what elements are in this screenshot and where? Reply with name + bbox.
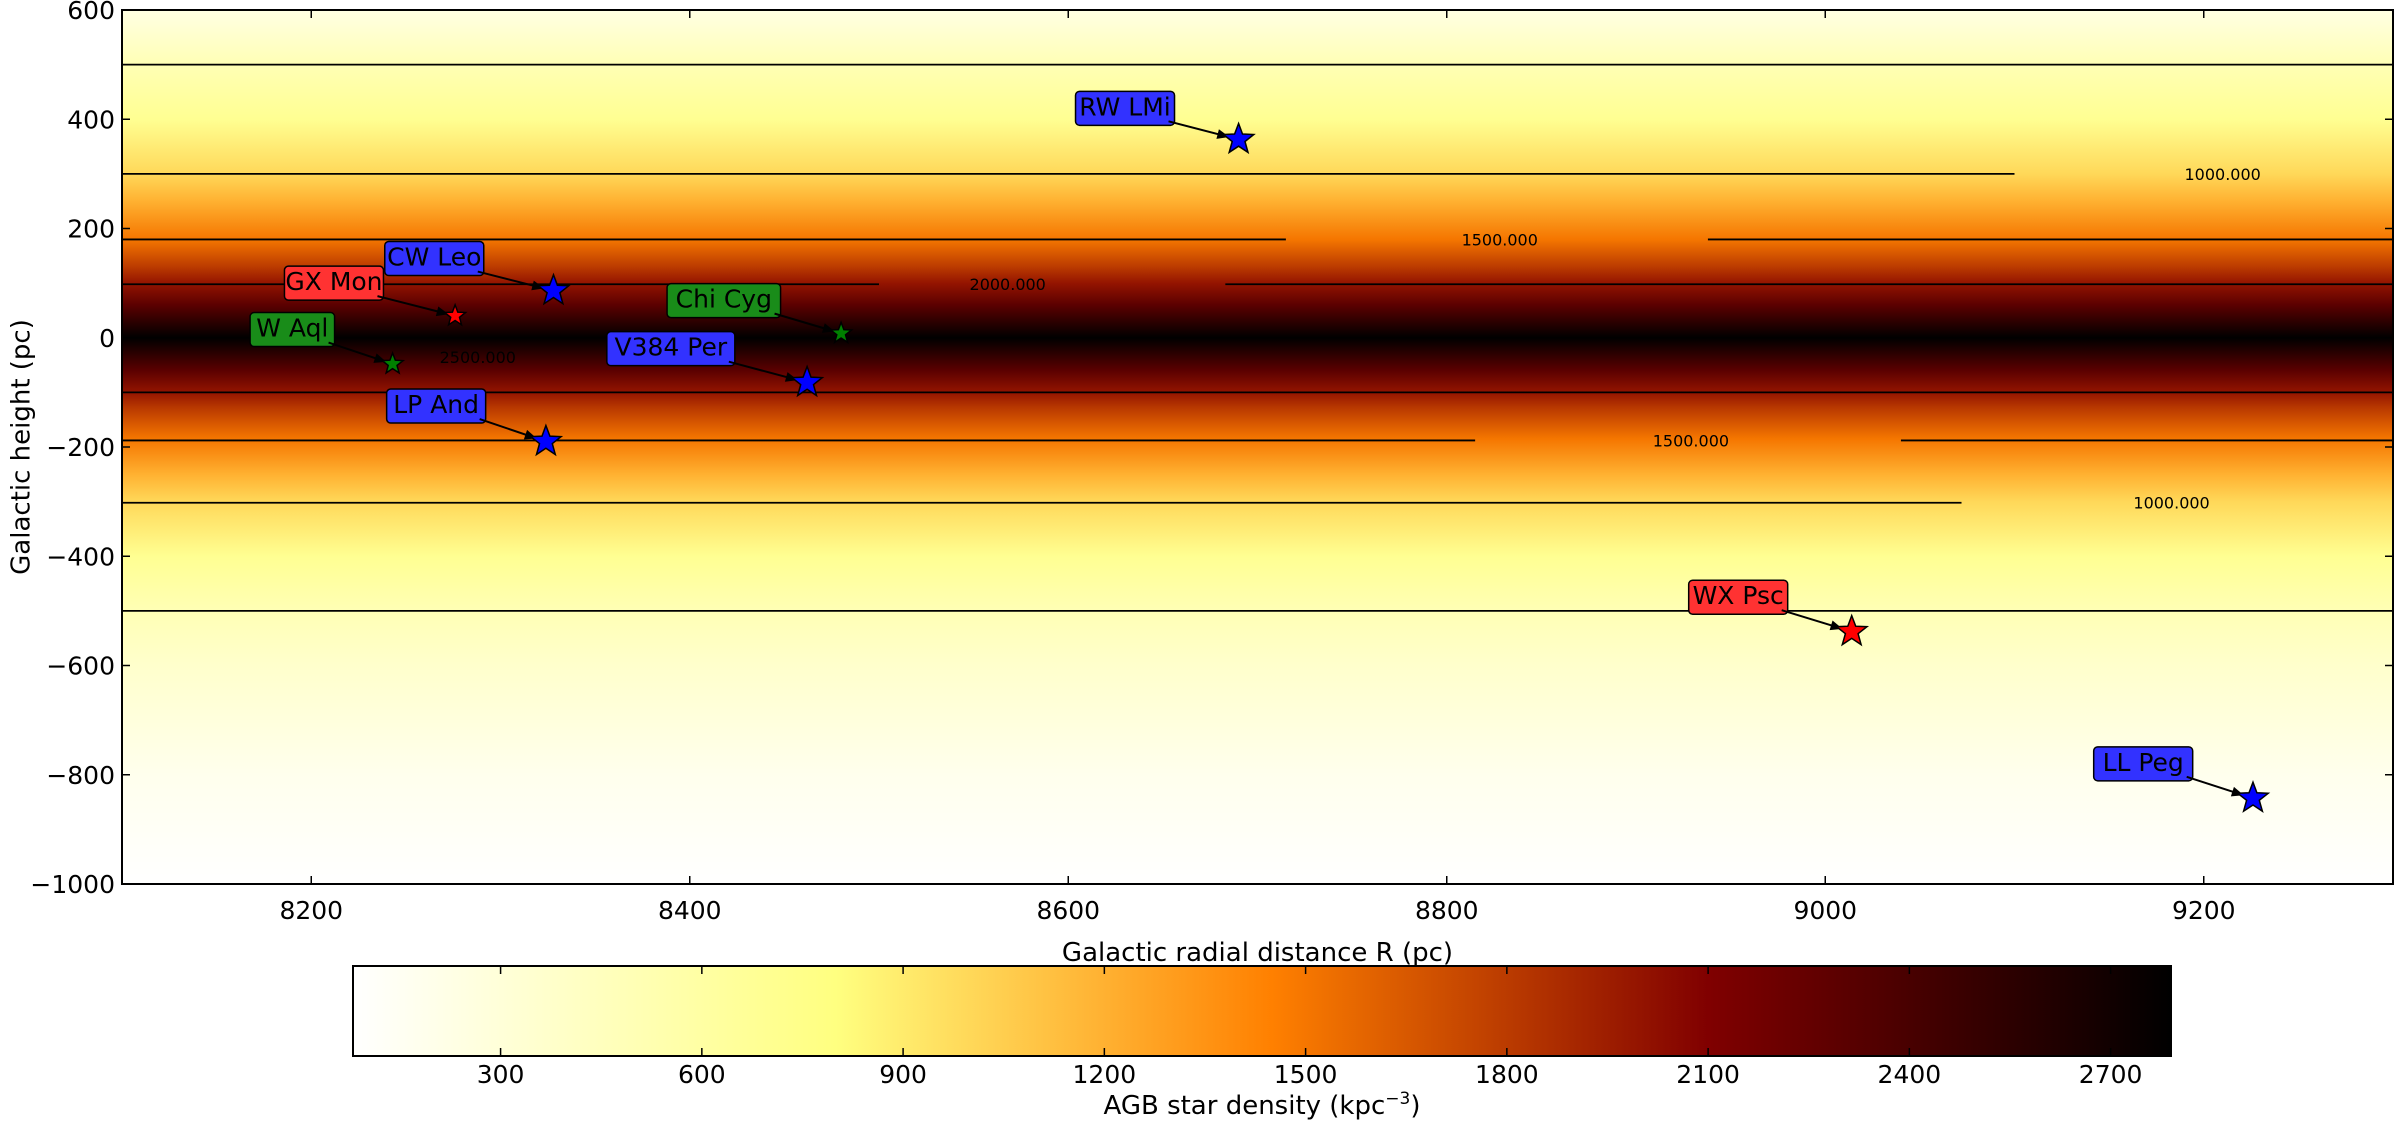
colorbar-tick-label: 900: [879, 1060, 927, 1089]
axes: 8200 8400 8600 8800 9000 9200 600 400 200 0 −200 −4…: [30, 0, 2393, 925]
colorbar-label-end: ): [1410, 1091, 1420, 1121]
contour-label: 2500.000: [440, 348, 516, 367]
star-marker-group: W Aql: [249, 311, 406, 375]
plot-area: [122, 10, 2393, 884]
colorbar-tick-label: 2400: [1878, 1060, 1942, 1089]
star-label: RW LMi: [1079, 92, 1170, 121]
star-label-box: [283, 265, 385, 301]
star-icon: [2235, 780, 2271, 813]
star-marker-group: LP And: [385, 388, 564, 457]
star-marker-group: Chi Cyg: [666, 282, 854, 345]
y-tick-label: −400: [46, 542, 115, 571]
x-tick-label: 8800: [1415, 896, 1479, 925]
star-icon: [528, 423, 564, 457]
star-label: WX Psc: [1693, 581, 1784, 610]
colorbar: 300 600 900 1200 1500 1800 2100 2400 2700: [352, 965, 2172, 1089]
star-label: LP And: [393, 390, 479, 419]
contour-label: 1000.000: [2133, 494, 2209, 513]
x-tick-label: 8400: [658, 896, 722, 925]
star-label: Chi Cyg: [676, 285, 772, 314]
colorbar-tick-label: 300: [477, 1060, 525, 1089]
density-field: [122, 10, 2393, 884]
x-tick-label: 9200: [2172, 896, 2236, 925]
x-tick-label: 8200: [279, 896, 343, 925]
star-icon: [1834, 613, 1870, 647]
star-marker-group: LL Peg: [2092, 746, 2271, 813]
star-marker-group: CW Leo: [384, 240, 571, 306]
star-icon: [380, 350, 406, 375]
star-label: CW Leo: [387, 243, 481, 272]
colorbar-label-superscript: −3: [1385, 1089, 1410, 1109]
star-marker-group: GX Mon: [283, 265, 468, 327]
star-icon: [442, 302, 468, 327]
star-label: GX Mon: [285, 267, 382, 296]
y-axis-label: Galactic height (pc): [7, 319, 37, 575]
star-label-box: [1074, 90, 1176, 127]
contour-lines: [122, 63, 2393, 612]
star-marker-group: V384 Per: [606, 330, 825, 398]
y-tick-label: −800: [46, 761, 115, 790]
star-icon: [536, 272, 571, 306]
star-icon: [789, 364, 825, 398]
star-label-box: [2092, 746, 2194, 782]
colorbar-label: AGB star density (kpc−3): [1103, 1089, 1420, 1121]
star-marker-group: RW LMi: [1074, 90, 1256, 155]
star-label-box: [385, 388, 487, 424]
star-arrow: [377, 295, 449, 316]
colorbar-tick-label: 1800: [1475, 1060, 1539, 1089]
colorbar-tick-label: 2100: [1676, 1060, 1740, 1089]
colorbar-tick-label: 600: [678, 1060, 726, 1089]
contour-label: 1500.000: [1462, 230, 1538, 249]
star-label-box: [606, 330, 736, 367]
colorbar-tick-label: 1200: [1073, 1060, 1137, 1089]
y-tick-label: 600: [67, 0, 115, 25]
x-axis-label: Galactic radial distance R (pc): [1062, 938, 1453, 968]
y-tick-label: −1000: [30, 870, 115, 899]
star-label-box: [384, 240, 485, 277]
colorbar-bar: [352, 965, 2172, 1057]
y-tick-label: −600: [46, 652, 115, 681]
star-icon: [828, 320, 854, 345]
x-tick-label: 9000: [1793, 896, 1857, 925]
colorbar-tick-label: 1500: [1274, 1060, 1338, 1089]
x-tick-label: 8600: [1036, 896, 1100, 925]
contour-labels: 1000.000 1500.000 2000.000 2500.000 1500.000…: [440, 165, 2261, 513]
star-label-box: [666, 282, 782, 319]
y-tick-label: 400: [67, 105, 115, 134]
contour-label: 1500.000: [1653, 431, 1729, 450]
y-tick-label: 200: [67, 215, 115, 244]
contour-label: 2000.000: [970, 275, 1046, 294]
star-label: W Aql: [256, 314, 328, 343]
contour-label: 1000.000: [2185, 165, 2261, 184]
star-label: V384 Per: [615, 333, 728, 362]
star-label: LL Peg: [2103, 748, 2184, 777]
star-icon: [1221, 121, 1256, 155]
colorbar-label-main: AGB star density (kpc: [1103, 1091, 1385, 1121]
star-label-box: [249, 311, 336, 348]
star-marker-group: WX Psc: [1687, 579, 1870, 647]
star-label-box: [1687, 579, 1789, 615]
y-tick-label: −200: [46, 433, 115, 462]
y-tick-label: 0: [99, 324, 115, 353]
colorbar-tick-label: 2700: [2079, 1060, 2143, 1089]
